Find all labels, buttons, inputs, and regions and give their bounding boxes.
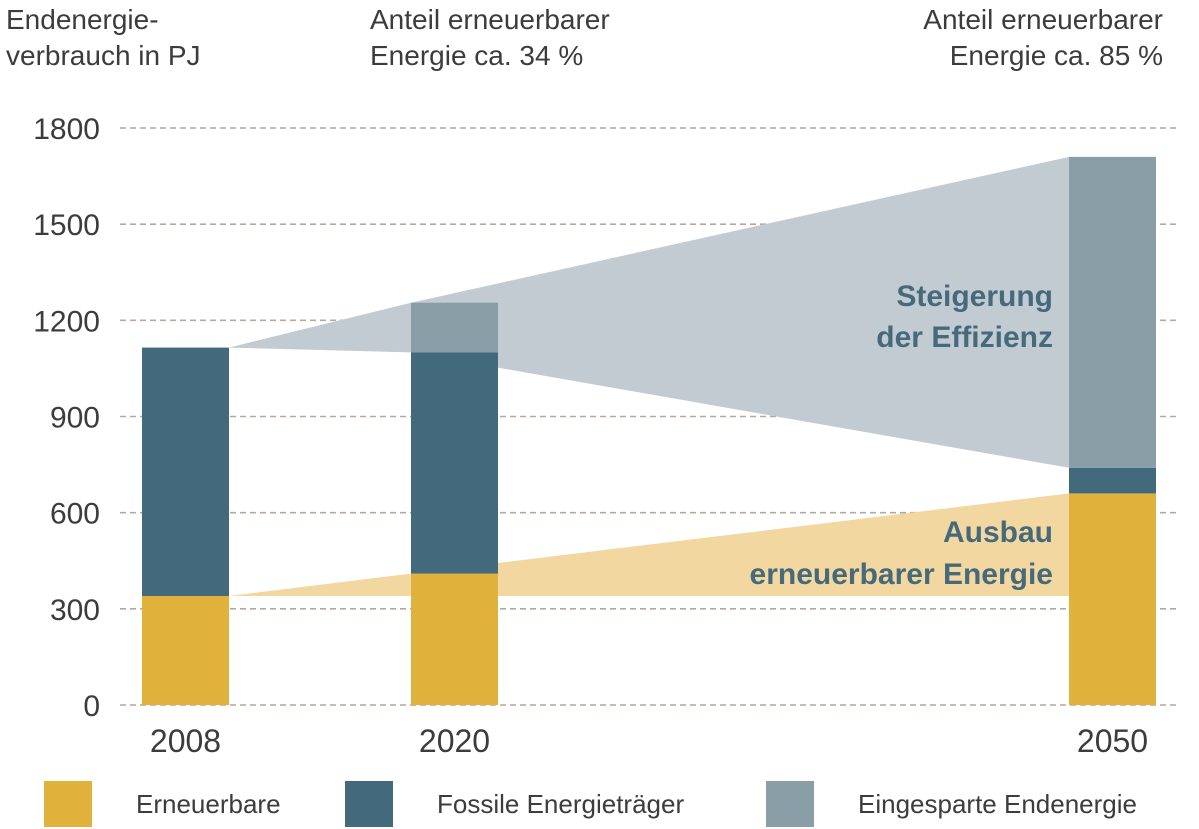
- band-label: Ausbau: [943, 516, 1053, 549]
- band-label: der Effizienz: [876, 321, 1053, 354]
- band-label: Steigerung: [896, 280, 1053, 313]
- y-tick-label: 1500: [33, 209, 100, 242]
- legend-item-erneuerbare: Erneuerbare: [44, 780, 281, 828]
- efficiency-band: [229, 156, 1069, 468]
- y-tick-label: 900: [50, 402, 100, 435]
- band-label: erneuerbarer Energie: [750, 558, 1053, 591]
- bar-segment: [1069, 156, 1156, 468]
- annotation-line: Energie ca. 34 %: [370, 40, 584, 71]
- bar-segment: [1069, 493, 1156, 705]
- annotation-line: Anteil erneuerbarer: [370, 4, 610, 35]
- y-axis-label: Endenergie- verbrauch in PJ: [6, 2, 201, 74]
- annotation-line: Anteil erneuerbarer: [923, 4, 1163, 35]
- legend-label: Eingesparte Endenergie: [858, 788, 1137, 819]
- annotation-2020: Anteil erneuerbarer Energie ca. 34 %: [370, 2, 610, 74]
- legend-label: Fossile Energieträger: [437, 788, 685, 819]
- y-axis-label-line: Endenergie-: [6, 4, 159, 35]
- x-tick-label: 2008: [150, 723, 221, 759]
- bar-segment: [411, 352, 498, 574]
- y-tick-label: 300: [50, 594, 100, 627]
- legend-swatch: [766, 781, 814, 827]
- y-tick-label: 1200: [33, 305, 100, 338]
- y-tick-label: 600: [50, 498, 100, 531]
- annotation-2050: Anteil erneuerbarer Energie ca. 85 %: [923, 2, 1163, 74]
- y-tick-label: 0: [83, 690, 100, 723]
- bar-segment: [411, 302, 498, 353]
- bar-segment: [411, 573, 498, 705]
- legend-item-fossile: Fossile Energieträger: [345, 780, 684, 828]
- x-tick-label: 2020: [419, 723, 490, 759]
- y-tick-label: 1800: [33, 113, 100, 146]
- y-axis-label-line: verbrauch in PJ: [6, 40, 201, 71]
- legend-swatch: [345, 781, 393, 827]
- x-tick-label: 2050: [1077, 723, 1148, 759]
- bar-segment: [1069, 467, 1156, 494]
- legend-label: Erneuerbare: [136, 788, 281, 819]
- annotation-line: Energie ca. 85 %: [949, 40, 1163, 71]
- bar-segment: [142, 347, 229, 597]
- bar-segment: [142, 596, 229, 705]
- legend-item-eingespart: Eingesparte Endenergie: [766, 780, 1137, 828]
- legend-swatch: [44, 781, 92, 827]
